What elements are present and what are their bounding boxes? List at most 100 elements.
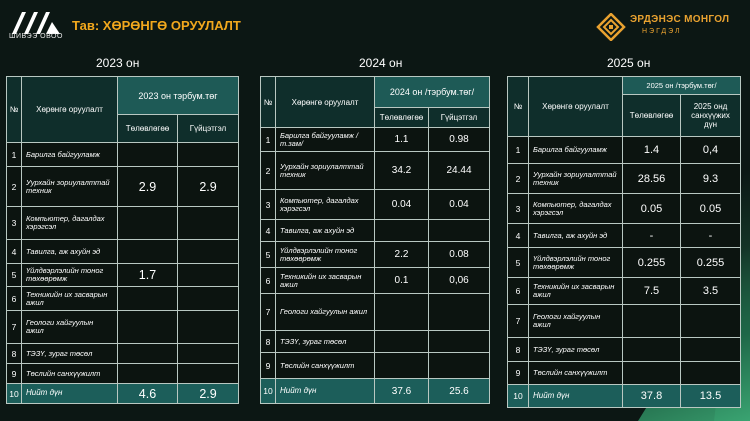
- table-row: 2 Уурхайн зориулалттай техник 34.2 24.44: [260, 151, 490, 190]
- row-label: Геологи хайгуулын ажил: [275, 293, 375, 331]
- row-number: 8: [260, 330, 276, 353]
- row-label: Геологи хайгуулын ажил: [528, 304, 623, 338]
- row-number: 8: [6, 343, 22, 364]
- actual-value: [176, 363, 240, 384]
- brand-name: ЭРДЭНЭС МОНГОЛ: [630, 14, 730, 25]
- row-number: 4: [6, 239, 22, 264]
- plan-value: [117, 363, 178, 384]
- year-label-2025: 2025 он: [607, 56, 651, 70]
- row-label: Тавилга, аж ахуйн эд: [528, 223, 623, 248]
- table-row: 3 Компьютер, дагалдах хэрэгсэл 0.04 0.04: [260, 189, 490, 220]
- row-number: 9: [507, 361, 529, 385]
- investment-table-2025: № Хөрөнгө оруулалт 2025 он /тэрбум.төг/ …: [507, 76, 741, 408]
- col-name-header: Хөрөнгө оруулалт: [275, 76, 375, 128]
- year-label-2024: 2024 он: [359, 56, 403, 70]
- actual-value: 0,06: [428, 267, 490, 294]
- row-number: 2: [507, 163, 529, 194]
- actual-value: 2.9: [176, 166, 240, 207]
- row-label: Тавилга, аж ахуйн эд: [21, 239, 118, 264]
- actual-value: [176, 142, 240, 167]
- row-number: 4: [507, 223, 529, 248]
- funding-value: 3.5: [680, 277, 741, 305]
- row-number: 10: [507, 384, 529, 408]
- total-label: Нийт дүн: [528, 384, 623, 408]
- table-row: 7 Геологи хайгуулын ажил: [6, 310, 240, 344]
- total-label: Нийт дүн: [275, 378, 375, 404]
- row-label: Төслийн санхүүжилт: [528, 361, 623, 385]
- total-row: 10 Нийт дүн 37.8 13.5: [507, 384, 741, 408]
- row-label: Компьютер, дагалдах хэрэгсэл: [275, 189, 375, 220]
- actual-value: [176, 239, 240, 264]
- col-no-header: №: [260, 76, 276, 128]
- table-row: 1 Барилга байгууламж: [6, 142, 240, 167]
- table-row: 7 Геологи хайгуулын ажил: [507, 304, 741, 338]
- row-number: 3: [6, 206, 22, 240]
- total-row: 10 Нийт дүн 37.6 25.6: [260, 378, 490, 404]
- row-label: Төслийн санхүүжилт: [21, 363, 118, 384]
- table-row: 4 Тавилга, аж ахуйн эд: [260, 219, 490, 242]
- funding-value: [680, 337, 741, 362]
- row-number: 5: [260, 241, 276, 268]
- row-label: Үйлдвэрлэлийн тоног төхөөрөмж: [275, 241, 375, 268]
- row-label: ТЭЗҮ, зураг төсөл: [21, 343, 118, 364]
- plan-value: [117, 343, 178, 364]
- row-number: 4: [260, 219, 276, 242]
- total-label: Нийт дүн: [21, 383, 118, 404]
- funding-value: [680, 304, 741, 338]
- table-row: 2 Уурхайн зориулалттай техник 2.9 2.9: [6, 166, 240, 207]
- actual-value: [428, 352, 490, 379]
- plan-header: Төлөвлөгөө: [374, 107, 429, 128]
- row-number: 3: [260, 189, 276, 220]
- shivee-ovoo-logo-icon: [12, 12, 60, 34]
- row-label: Үйлдвэрлэлийн тоног төхөөрөмж: [528, 247, 623, 278]
- row-number: 2: [6, 166, 22, 207]
- row-number: 1: [6, 142, 22, 167]
- col-name-header: Хөрөнгө оруулалт: [528, 76, 623, 137]
- actual-header: Гүйцэтгэл: [176, 114, 240, 143]
- row-label: Техникийн их засварын ажил: [528, 277, 623, 305]
- plan-value: [117, 310, 178, 344]
- row-label: Барилга байгууламж: [528, 136, 623, 164]
- plan-value: [117, 206, 178, 240]
- row-number: 9: [6, 363, 22, 384]
- funding-value: -: [680, 223, 741, 248]
- investment-table-2023: № Хөрөнгө оруулалт 2023 он тэрбум.төг Тө…: [6, 76, 240, 404]
- row-label: Үйлдвэрлэлийн тоног төхөөрөмж: [21, 263, 118, 287]
- actual-value: [176, 310, 240, 344]
- plan-value: [622, 361, 681, 385]
- row-number: 3: [507, 193, 529, 224]
- table-row: 3 Компьютер, дагалдах хэрэгсэл 0.05 0.05: [507, 193, 741, 224]
- actual-value: [428, 330, 490, 353]
- row-number: 10: [260, 378, 276, 404]
- row-label: Төслийн санхүүжилт: [275, 352, 375, 379]
- table-row: 6 Техникийн их засварын ажил: [6, 286, 240, 311]
- table-row: 1 Барилга байгууламж /т.зам/1.1 0.98: [260, 127, 490, 152]
- funding-header: 2025 онд санхүүжих дүн: [680, 94, 741, 137]
- table-row: 5 Үйлдвэрлэлийн тоног төхөөрөмж 0.255 0.255: [507, 247, 741, 278]
- row-label: Тавилга, аж ахуйн эд: [275, 219, 375, 242]
- row-label: Техникийн их засварын ажил: [21, 286, 118, 311]
- col-no-header: №: [6, 76, 22, 143]
- plan-value: 0.05: [622, 193, 681, 224]
- row-number: 7: [507, 304, 529, 338]
- row-label: Барилга байгууламж: [21, 142, 118, 167]
- plan-header: Төлөвлөгөө: [117, 114, 178, 143]
- row-label: ТЭЗҮ, зураг төсөл: [528, 337, 623, 362]
- row-number: 1: [260, 127, 276, 152]
- actual-value: 0.98: [428, 127, 490, 152]
- logo-left-text: ШИВЭЭ ОВОО: [9, 33, 63, 40]
- actual-value: 0.04: [428, 189, 490, 220]
- actual-value: [428, 293, 490, 331]
- actual-value: [176, 263, 240, 287]
- funding-value: 9.3: [680, 163, 741, 194]
- plan-value: [117, 142, 178, 167]
- page-title: Тав: ХӨРӨНГӨ ОРУУЛАЛТ: [72, 18, 241, 33]
- actual-header: Гүйцэтгэл: [428, 107, 490, 128]
- row-number: 2: [260, 151, 276, 190]
- col-no-header: №: [507, 76, 529, 137]
- row-label: Компьютер, дагалдах хэрэгсэл: [21, 206, 118, 240]
- plan-value: [374, 219, 429, 242]
- row-number: 5: [507, 247, 529, 278]
- actual-value: [176, 206, 240, 240]
- plan-value: [374, 330, 429, 353]
